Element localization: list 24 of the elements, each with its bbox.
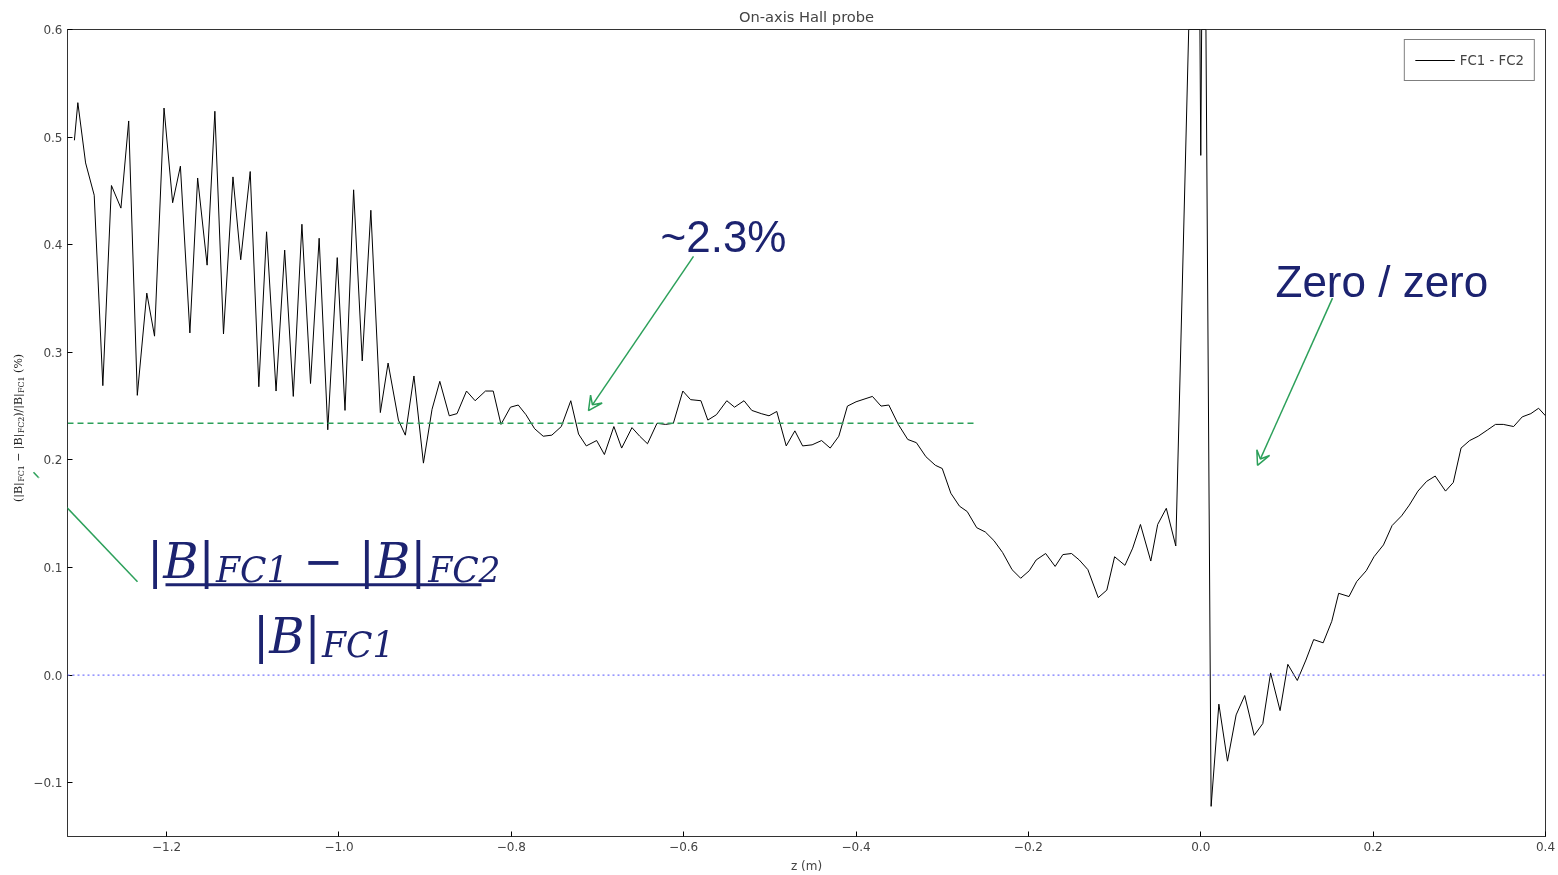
x-axis-title: z (m) (790, 858, 823, 873)
x-tick-label: −0.2 (1013, 839, 1043, 854)
y-tick-label: 0.1 (43, 561, 63, 575)
y-tick-label: 0.6 (43, 23, 63, 37)
x-tick-label: 0.4 (1535, 839, 1556, 854)
annotation: |B|FC1 − |B|FC2 (146, 532, 501, 590)
x-tick-label: 0.0 (1191, 839, 1211, 854)
annotation: ~2.3% (660, 211, 787, 261)
x-tick-label: −0.6 (669, 839, 699, 854)
x-tick-label: −0.8 (496, 839, 526, 854)
x-tick-label: −1.0 (324, 839, 354, 854)
x-tick-label: 0.2 (1363, 839, 1383, 854)
y-tick-label: 0.4 (43, 238, 63, 253)
y-tick-label: −0.1 (33, 776, 63, 791)
annotation: |B|FC1 (253, 608, 395, 666)
legend-label: FC1 - FC2 (1459, 52, 1524, 68)
x-tick-label: −1.2 (152, 839, 182, 854)
y-tick-label: 0.5 (43, 130, 63, 145)
y-tick-label: 0.2 (43, 453, 63, 468)
x-tick-label: −0.4 (841, 839, 871, 854)
y-tick-label: 0.3 (43, 345, 63, 360)
y-tick-label: 0.0 (43, 668, 63, 683)
annotation: Zero / zero (1275, 256, 1489, 306)
chart-title: On-axis Hall probe (738, 7, 875, 25)
